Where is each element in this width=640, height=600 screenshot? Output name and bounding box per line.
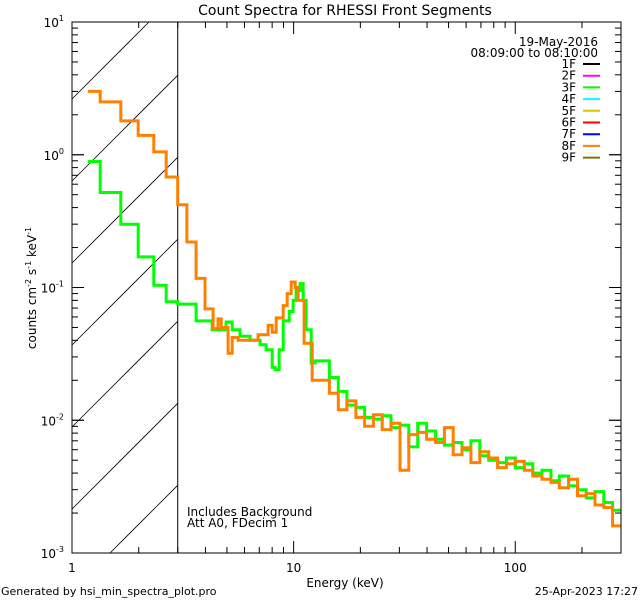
- annotation-background: Includes Background: [187, 505, 312, 519]
- y-tick-exponent: -1: [56, 280, 64, 289]
- y-tick-base: 10: [44, 149, 59, 163]
- y-tick-label: 101: [44, 14, 64, 30]
- y-tick-exponent: -3: [56, 545, 64, 554]
- y-tick-label: 10-3: [41, 545, 64, 561]
- legend-label: 1F: [561, 57, 576, 71]
- y-axis-label: counts cm-2 s-1 keV-1: [24, 227, 39, 349]
- legend-label: 9F: [561, 151, 576, 165]
- legend-item-7F: 7F: [561, 127, 600, 141]
- x-axis-label: Energy (keV): [306, 576, 383, 590]
- y-label-exp: -1: [24, 261, 33, 269]
- x-tick-label: 100: [504, 561, 527, 575]
- time-range-label: 08:09:00 to 08:10:00: [471, 46, 598, 60]
- y-label-exp: -1: [24, 227, 33, 235]
- footer-timestamp: 25-Apr-2023 17:27: [535, 585, 638, 598]
- y-tick-base: 10: [41, 282, 56, 296]
- legend-label: 3F: [561, 80, 576, 94]
- y-tick-label: 10-1: [41, 280, 64, 296]
- legend-item-1F: 1F: [561, 57, 600, 71]
- legend-item-5F: 5F: [561, 104, 600, 118]
- hatch-line: [71, 321, 178, 428]
- footer-generated-by: Generated by hsi_min_spectra_plot.pro: [1, 585, 217, 598]
- y-label-part: keV: [25, 234, 39, 261]
- legend-label: 7F: [561, 127, 576, 141]
- hatch-line: [109, 485, 178, 554]
- x-tick-label: 10: [286, 561, 301, 575]
- x-tick-label: 1: [68, 561, 76, 575]
- date-label: 19-May-2016: [519, 35, 598, 49]
- annotation-attenuator: Att A0, FDecim 1: [187, 516, 288, 530]
- legend-label: 5F: [561, 104, 576, 118]
- legend-item-8F: 8F: [561, 139, 600, 153]
- hatch-line: [71, 239, 178, 346]
- y-tick-exponent: 1: [59, 14, 64, 23]
- y-tick-base: 10: [44, 16, 59, 30]
- hatch-line: [71, 21, 150, 100]
- y-tick-base: 10: [41, 547, 56, 561]
- y-tick-label: 10-2: [41, 412, 64, 428]
- legend-item-9F: 9F: [561, 151, 600, 165]
- series-8F-line: [87, 89, 621, 528]
- legend-item-3F: 3F: [561, 80, 600, 94]
- legend-label: 6F: [561, 116, 576, 130]
- hatch-line: [71, 403, 178, 510]
- series-3F-line: [87, 160, 621, 512]
- y-tick-label: 100: [44, 147, 64, 163]
- legend-item-2F: 2F: [561, 69, 600, 83]
- x-tick-labels: 1 10 100: [68, 561, 527, 575]
- excluded-energy-hatch: [71, 21, 179, 554]
- axis-ticks: [71, 21, 622, 554]
- legend-item-4F: 4F: [561, 92, 600, 106]
- hatch-line: [71, 157, 178, 264]
- y-label-exp: -2: [24, 279, 33, 287]
- legend-label: 8F: [561, 139, 576, 153]
- y-tick-base: 10: [41, 414, 56, 428]
- y-tick-exponent: 0: [59, 147, 64, 156]
- hatch-line: [71, 75, 178, 182]
- series-group: [87, 89, 621, 528]
- y-label-part: s: [25, 269, 39, 279]
- legend-label: 4F: [561, 92, 576, 106]
- legend-item-6F: 6F: [561, 116, 600, 130]
- y-label-part: counts cm: [25, 287, 39, 349]
- legend-label: 2F: [561, 69, 576, 83]
- chart-title: Count Spectra for RHESSI Front Segments: [198, 3, 492, 19]
- y-tick-exponent: -2: [56, 412, 64, 421]
